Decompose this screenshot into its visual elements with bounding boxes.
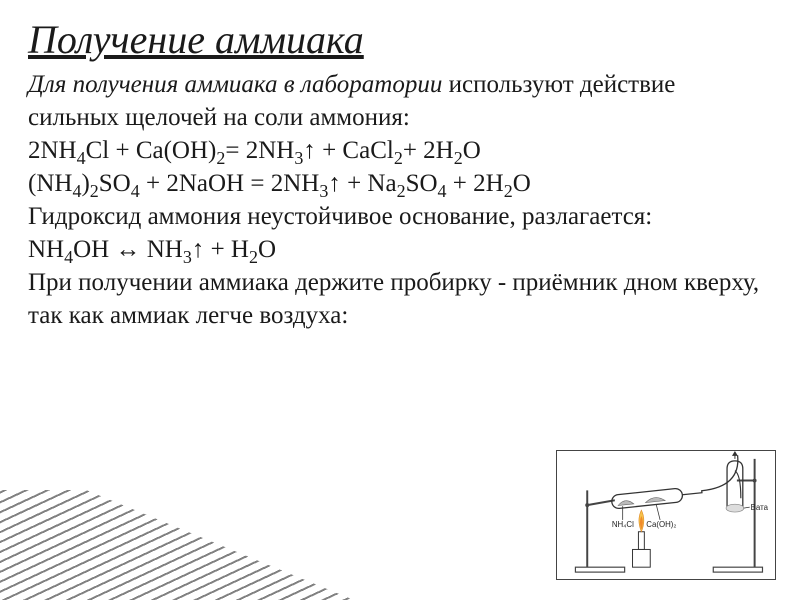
equation-2: (NH4)2SO4 + 2NaOH = 2NH3↑ + Na2SO4 + 2H2…: [28, 167, 772, 200]
diagram-label-nh4cl: NH₄Cl: [612, 520, 634, 529]
intro-line: Для получения аммиака в лаборатории испо…: [28, 68, 772, 134]
slide-body: Для получения аммиака в лаборатории испо…: [28, 68, 772, 332]
equation-1: 2NH4Cl + Ca(OH)2= 2NH3↑ + CaCl2+ 2H2O: [28, 134, 772, 167]
mid-text: Гидроксид аммония неустойчивое основание…: [28, 200, 772, 233]
apparatus-diagram: NH₄Cl Ca(OH)₂: [556, 450, 776, 580]
slide-title: Получение аммиака: [28, 18, 772, 62]
diagram-label-wool: Вата: [751, 503, 769, 512]
apparatus-svg: NH₄Cl Ca(OH)₂: [557, 451, 775, 579]
receiver-tube: [726, 461, 744, 512]
hatch-decoration: [0, 490, 440, 600]
burner-icon: [633, 510, 651, 567]
equation-3: NH4OH ↔ NH3↑ + H2O: [28, 233, 772, 266]
tail-text: При получении аммиака держите пробирку -…: [28, 266, 772, 332]
diagram-label-caoh2: Ca(OH)₂: [646, 520, 676, 529]
intro-italic: Для получения аммиака в лаборатории: [28, 71, 442, 98]
slide: Получение аммиака Для получения аммиака …: [0, 0, 800, 600]
